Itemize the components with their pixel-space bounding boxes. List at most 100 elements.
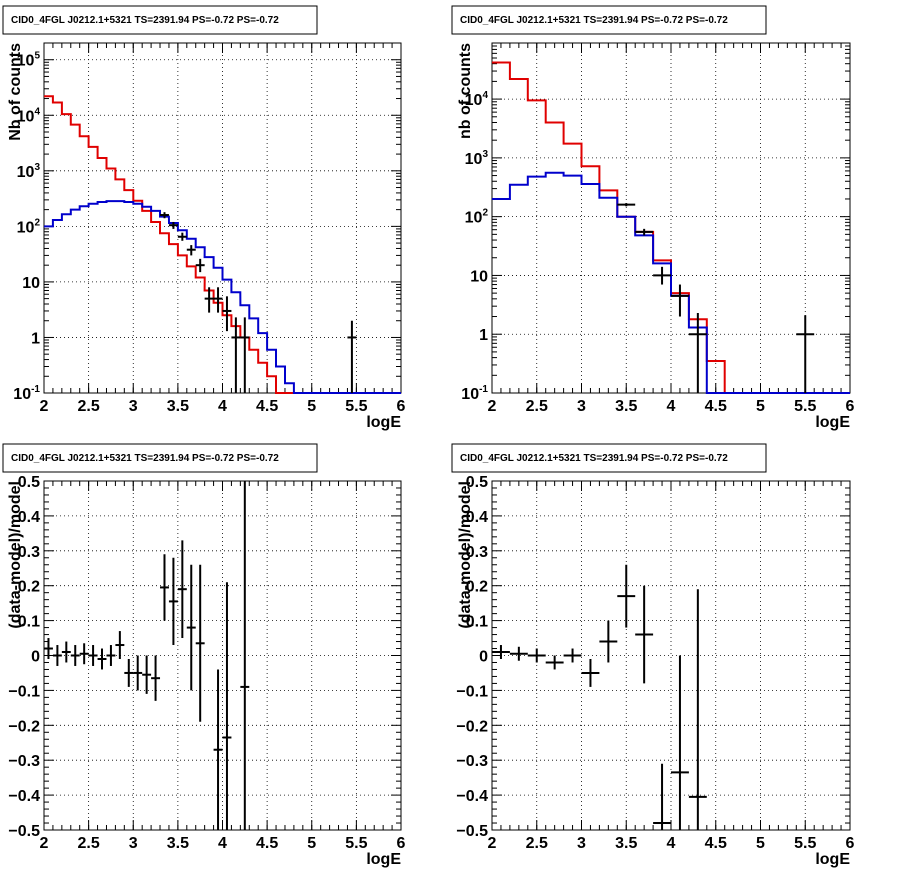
x-tick-label: 2 [488,835,497,852]
chart-panel-4: CID0_4FGL J0212.1+5321 TS=2391.94 PS=-0.… [451,443,855,868]
y-tick-label: 102 [465,208,489,227]
x-tick-label: 4.5 [705,835,727,852]
y-tick-label: −0.3 [456,753,488,770]
x-tick-label: 3 [129,398,138,415]
x-axis-label: logE [815,851,850,868]
data-point [177,232,187,241]
data-point [168,557,178,646]
x-tick-label: 3.5 [167,398,189,415]
x-tick-label: 3 [577,398,586,415]
y-tick-label: 1 [479,327,488,344]
data-point [347,320,357,393]
data-point [617,203,636,207]
data-point [653,763,671,830]
y-tick-label: 103 [17,162,41,181]
data-point [492,645,510,659]
y-tick-label: −0.4 [8,788,40,805]
y-tick-label: 105 [17,51,41,70]
x-tick-label: 2 [40,398,49,415]
x-tick-label: 2 [40,835,49,852]
y-tick-label: 10-1 [461,384,488,403]
data-point [509,646,528,661]
data-point [186,245,196,256]
y-tick-label: 104 [465,90,489,109]
grid [44,43,401,393]
x-tick-label: 5 [756,835,765,852]
data-point [44,638,53,659]
chart-panel-2: CID0_4FGL J0212.1+5321 TS=2391.94 PS=-0.… [451,5,855,431]
x-tick-label: 2.5 [526,398,548,415]
y-tick-label: −0.2 [456,718,488,735]
x-tick-label: 4 [667,398,676,415]
x-tick-label: 4.5 [256,835,278,852]
data-point [204,287,214,313]
data-point [168,221,178,229]
title-box [451,5,767,35]
y-tick-label: 102 [17,217,41,236]
x-tick-label: 5 [307,835,316,852]
data-point [142,655,152,694]
y-tick-label: 0.4 [18,509,40,526]
y-tick-label: 0.3 [18,544,40,561]
data-point [796,315,815,393]
y-tick-label: 0.2 [18,579,40,596]
data-point [160,212,169,219]
x-tick-label: 6 [397,835,406,852]
x-tick-label: 3.5 [615,398,637,415]
data-point [195,258,205,273]
data-point [688,312,707,393]
data-point [115,631,125,659]
data-point [581,658,600,687]
data-point [133,655,143,691]
y-tick-label: 1 [31,330,40,347]
x-tick-label: 5 [756,398,765,415]
x-tick-label: 2.5 [526,835,548,852]
y-tick-label: 0.2 [466,579,488,596]
y-axis-label: (data-model)/model [457,481,474,629]
data-point [70,645,80,666]
x-tick-label: 4 [218,398,227,415]
x-tick-label: 3.5 [167,835,189,852]
x-axis-label: logE [366,851,401,868]
chart-title: CID0_4FGL J0212.1+5321 TS=2391.94 PS=-0.… [11,453,279,464]
data-point [79,643,89,665]
y-tick-label: 10 [22,275,40,292]
total-model-histogram [44,95,401,394]
x-axis-label: logE [366,414,401,431]
data-point [124,658,134,687]
title-box [2,443,318,473]
y-tick-label: −0.3 [8,753,40,770]
x-tick-label: 4 [667,835,676,852]
data-point [671,655,689,830]
chart-panel-1: CID0_4FGL J0212.1+5321 TS=2391.94 PS=-0.… [2,5,406,431]
grid [492,43,850,393]
data-point [671,284,689,317]
y-tick-label: 0.5 [18,474,40,491]
x-tick-label: 6 [846,398,855,415]
y-tick-label: −0.2 [8,718,40,735]
chart-panel-3: CID0_4FGL J0212.1+5321 TS=2391.94 PS=-0.… [2,443,406,868]
x-tick-label: 2.5 [78,835,100,852]
title-box [2,5,318,35]
y-tick-label: −0.5 [8,823,40,840]
y-tick-label: 104 [17,106,41,125]
data-point [177,540,187,639]
x-tick-label: 3 [577,835,586,852]
data-point [213,287,223,313]
data-point [599,620,618,663]
y-axis-label: (data-model)/model [7,481,24,629]
y-tick-label: −0.1 [456,683,488,700]
source-model-histogram [44,200,401,394]
data-point [151,655,161,701]
chart-title: CID0_4FGL J0212.1+5321 TS=2391.94 PS=-0.… [460,15,728,26]
y-tick-label: 10-1 [13,384,40,403]
data-point [88,645,98,666]
data-point [527,648,546,663]
data-point [617,564,636,628]
data-point [213,669,223,830]
x-tick-label: 5.5 [345,398,367,415]
data-point [240,481,250,830]
data-point [52,645,62,666]
data-point [653,266,671,285]
